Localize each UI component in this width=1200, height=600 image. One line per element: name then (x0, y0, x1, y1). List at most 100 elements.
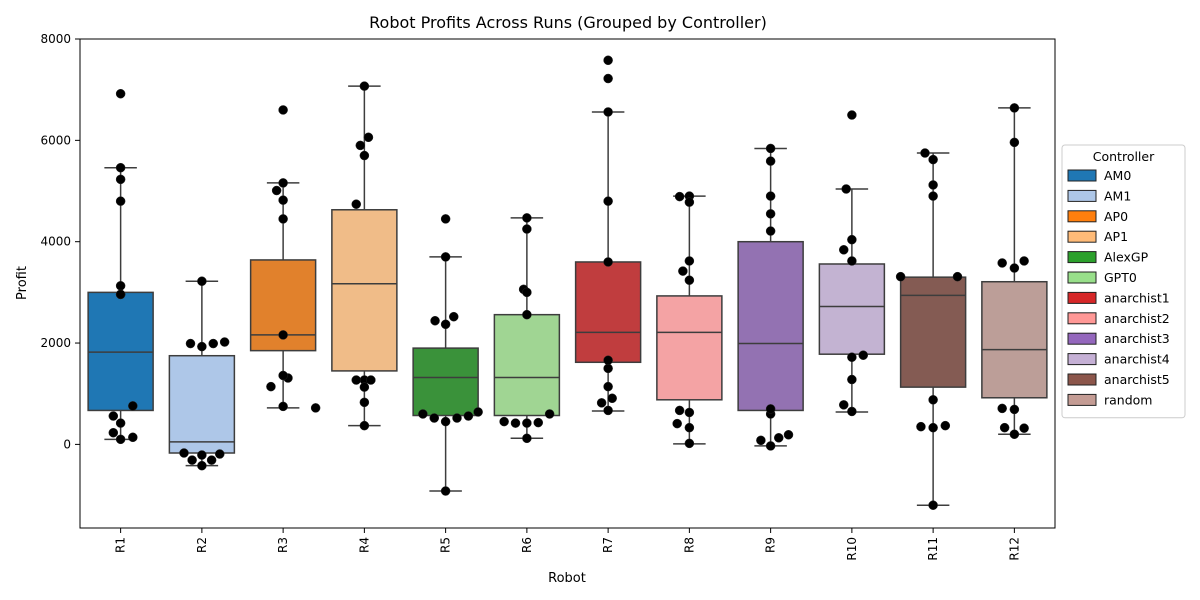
box-iqr (331, 209, 398, 372)
data-point (1009, 103, 1020, 113)
data-point (366, 375, 376, 385)
data-point (997, 403, 1007, 414)
data-point (756, 435, 766, 446)
data-point (603, 196, 613, 206)
data-point (278, 178, 288, 188)
x-tick-label: R3 (276, 537, 290, 553)
data-point (1009, 263, 1020, 273)
data-point (185, 338, 196, 349)
data-point (429, 413, 439, 423)
legend-swatch (1067, 373, 1097, 386)
box-R3 (249, 182, 317, 409)
data-point (839, 245, 849, 255)
data-point (674, 405, 685, 416)
box-iqr (168, 354, 236, 454)
data-point (197, 460, 207, 471)
data-point (271, 185, 282, 196)
data-point (684, 275, 695, 285)
data-point (928, 395, 938, 405)
data-point (266, 381, 276, 392)
data-point (928, 500, 938, 510)
data-point (108, 411, 119, 421)
data-point (440, 486, 451, 496)
data-point (310, 403, 321, 413)
plot-area: 0 2000 4000 6000 8000 R1 R2 R3 R4 R5 R6 R7 R8 R9 R10 R1… (40, 32, 1056, 561)
legend-swatch (1067, 393, 1097, 406)
data-point (544, 409, 555, 419)
data-point (1009, 429, 1020, 440)
data-point (684, 438, 695, 449)
data-point (278, 214, 288, 224)
legend-entry-label: AP0 (1104, 209, 1128, 224)
data-point (533, 417, 543, 428)
legend-entry-label: anarchist3 (1104, 331, 1170, 346)
data-point (765, 404, 776, 414)
y-tick-label: 2000 (40, 336, 71, 350)
data-point (847, 256, 857, 266)
data-point (765, 209, 776, 219)
data-point (351, 375, 361, 385)
data-point (522, 287, 532, 298)
data-point (847, 374, 857, 385)
legend-entry-label: anarchist4 (1104, 352, 1170, 367)
data-point (684, 407, 695, 418)
data-point (765, 143, 776, 154)
data-point (452, 413, 462, 423)
data-point (684, 197, 695, 207)
box-R1 (87, 166, 154, 441)
data-point (522, 418, 532, 428)
data-point (847, 352, 857, 362)
legend-swatch (1067, 332, 1097, 345)
data-point (115, 289, 126, 300)
box-R11 (899, 152, 967, 506)
data-point (847, 406, 857, 417)
data-point (603, 381, 613, 392)
y-tick-label: 6000 (40, 133, 71, 147)
data-point (449, 311, 459, 322)
data-point (359, 420, 370, 431)
legend-swatch (1067, 230, 1097, 243)
data-point (463, 411, 474, 421)
data-point (1009, 404, 1020, 415)
x-tick-label: R6 (520, 537, 534, 553)
data-point (596, 398, 607, 408)
data-point (179, 448, 189, 458)
data-point (278, 105, 288, 115)
data-point (278, 370, 288, 381)
box-iqr (899, 276, 967, 388)
data-point (278, 195, 288, 205)
data-point (115, 88, 126, 99)
data-point (841, 184, 851, 194)
data-point (359, 382, 370, 392)
box-iqr (412, 347, 479, 417)
data-point (208, 338, 218, 349)
data-point (603, 355, 613, 366)
data-point (115, 281, 126, 291)
data-point (219, 337, 230, 347)
data-point (839, 400, 849, 410)
data-point (684, 422, 695, 433)
x-tick-label: R7 (601, 537, 615, 553)
data-point (928, 154, 938, 165)
x-axis-label: Robot (548, 571, 586, 586)
data-point (765, 226, 776, 236)
box-R12 (981, 107, 1048, 436)
chart-title: Robot Profits Across Runs (Grouped by Co… (369, 13, 767, 32)
data-point (115, 434, 126, 445)
data-point (522, 213, 532, 223)
data-point (765, 191, 776, 201)
data-point (603, 55, 613, 66)
box-iqr (87, 291, 154, 412)
legend-swatch (1067, 169, 1097, 182)
legend-entry-label: AM1 (1104, 188, 1131, 203)
data-point (603, 73, 613, 84)
data-point (858, 350, 868, 360)
data-point (522, 433, 532, 444)
x-tick-label: R5 (439, 537, 453, 553)
data-point (603, 405, 613, 416)
data-point (1019, 256, 1029, 266)
box-R6 (493, 217, 561, 440)
box-R8 (656, 195, 723, 445)
data-point (997, 258, 1007, 268)
data-point (278, 401, 288, 412)
